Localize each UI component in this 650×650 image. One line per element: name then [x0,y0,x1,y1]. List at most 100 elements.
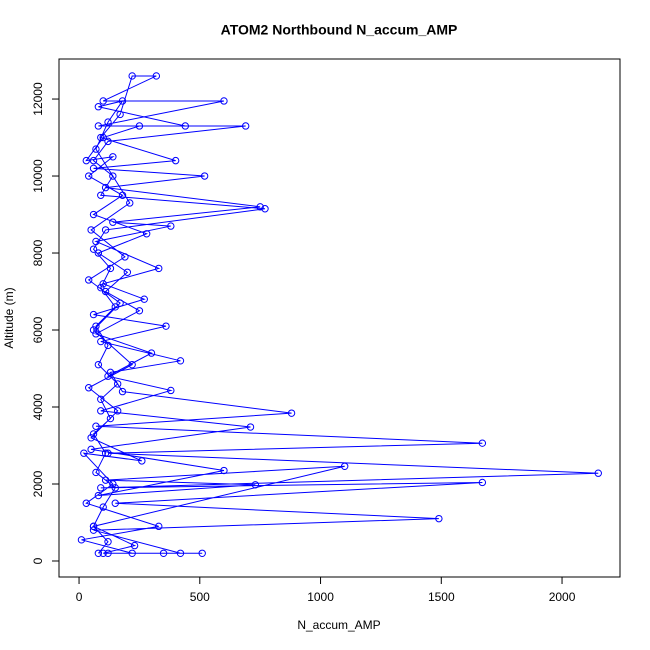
data-point [109,480,117,488]
data-point [116,110,124,119]
data-point [128,360,136,369]
data-point [167,386,175,395]
data-point [261,205,269,213]
data-point [94,249,103,257]
data-point [92,330,100,338]
data-point [99,503,107,511]
data-point [142,230,151,238]
data-point [104,549,112,557]
x-axis-label: N_accum_AMP [297,618,380,632]
data-point [109,153,117,161]
y-tick-label: 6000 [31,316,45,343]
x-tick-label: 2000 [549,590,576,604]
data-point [97,407,105,415]
y-tick-label: 4000 [31,393,45,420]
data-point [128,72,136,80]
data-point [87,226,95,234]
data-point [594,469,602,477]
data-point [126,199,134,207]
data-point [116,299,124,307]
data-point [106,414,115,423]
data-point [94,549,103,557]
data-point [171,156,180,165]
data-line [81,75,599,554]
data-point [140,295,148,303]
data-point [135,122,144,130]
data-point [82,156,90,165]
data-point [200,172,209,180]
data-point [92,322,100,330]
data-point [106,264,115,273]
data-point [97,484,105,492]
data-point [220,466,228,475]
data-point [246,423,255,431]
data-point [97,191,105,199]
x-tick-label: 500 [190,590,210,604]
data-point [99,549,107,557]
data-point [478,439,487,447]
data-point [340,462,349,470]
data-point [128,549,136,557]
data-point [104,341,112,350]
data-point [97,133,105,142]
x-tick-label: 1500 [428,590,455,604]
data-point [135,307,144,315]
data-point [85,172,93,180]
data-point [99,280,107,288]
data-point [89,522,98,531]
data-point [198,549,206,557]
y-tick-label: 0 [31,557,45,564]
data-point [287,409,296,417]
data-point [101,287,110,296]
data-point [89,326,98,334]
x-tick-label: 0 [76,590,83,604]
data-point [220,97,228,105]
data-point [87,434,95,442]
data-point [159,549,168,557]
data-point [104,538,112,546]
data-point [101,183,110,192]
data-point [241,122,250,130]
data-point [97,283,105,292]
x-tick-label: 1000 [307,590,334,604]
data-point [104,449,112,457]
data-point [89,310,98,319]
data-point [118,387,127,396]
data-point [109,172,117,180]
data-point [118,97,127,105]
data-point [106,368,115,377]
data-point [89,156,98,165]
data-point [152,72,161,80]
data-point [113,407,122,415]
data-point [101,226,110,234]
data-point [97,337,105,346]
data-point [82,499,90,507]
data-point [121,253,129,261]
y-axis-label: Altitude (m) [2,287,16,348]
data-point [176,549,185,557]
y-tick-label: 8000 [31,239,45,266]
data-point [89,164,98,173]
data-point [435,514,443,523]
data-point [94,491,103,500]
data-point [77,536,86,544]
data-point [104,372,112,380]
data-point [155,264,163,273]
data-point [104,118,112,126]
data-point [111,303,119,311]
data-point [89,430,98,438]
data-point [256,203,264,211]
data-point [92,422,100,430]
data-point [162,322,170,330]
y-tick-label: 10000 [31,159,45,193]
data-point [89,245,98,253]
data-point [167,222,175,230]
data-point [94,103,103,111]
data-point [109,218,117,226]
data-point [85,384,93,392]
data-point [97,395,105,404]
data-point [89,210,98,219]
data-point [176,357,185,365]
data-point [94,122,103,130]
